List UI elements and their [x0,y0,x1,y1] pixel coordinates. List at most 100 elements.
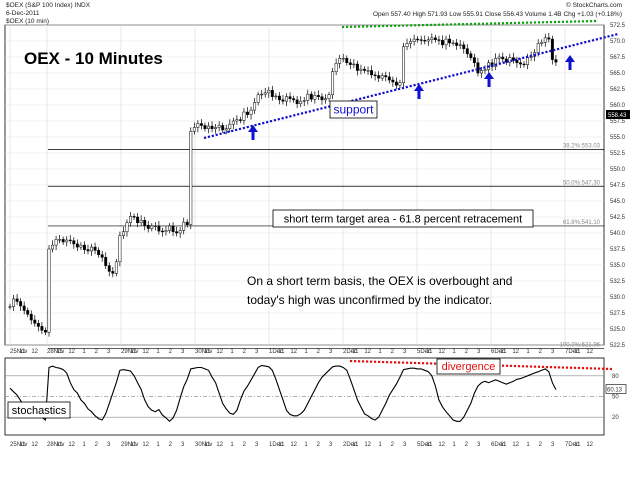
candle [345,55,349,66]
x-tick-label: 1Dec [269,349,283,355]
support-line [203,32,619,140]
x-tick-label: 1 [82,442,86,448]
candle [352,59,356,69]
candle [168,223,171,234]
candle [256,91,260,106]
x-tick-label: 2 [317,349,321,355]
candle [281,94,285,105]
candle [469,50,473,61]
stochastics-axis: 80 50 20 60.13 [605,374,627,421]
x-tick-label: 1 [378,349,382,355]
candle [402,42,405,88]
x-tick-label: 12 [586,349,593,355]
price-tick-label: 560.0 [610,103,626,109]
candle [355,60,359,76]
resistance-line [341,19,599,29]
candle [192,122,196,135]
x-tick-label: 1 [452,349,456,355]
candle [370,65,374,79]
candle [58,234,62,244]
candle [86,244,90,255]
candle [455,39,459,50]
candle [8,303,12,310]
x-tick-label: 1 [156,442,160,448]
candle [462,41,466,54]
x-tick-label: 3 [329,349,333,355]
candle [465,44,469,58]
x-tick-label: 12 [31,349,38,355]
candle [210,121,214,133]
x-tick-label: 12 [438,349,445,355]
x-tick-label: 2Dec [343,349,357,355]
x-tick-label: 12 [290,349,297,355]
date-label: 6-Dec-2011 [6,10,40,17]
candle [224,124,228,135]
candle [288,92,292,103]
candle [543,33,547,47]
comment-line-2: today's high was unconfirmed by the indi… [247,293,492,307]
x-tick-label: 1 [82,349,86,355]
price-tick-label: 557.5 [610,119,626,125]
candle [348,58,352,70]
candle [331,67,335,100]
x-tick-label: 30Nov [195,349,212,355]
price-tick-label: 532.5 [610,279,626,285]
x-tick-label: 29Nov [121,349,138,355]
candle [373,71,377,81]
target-label: short term target area - 61.8 percent re… [284,214,522,226]
candle [384,71,388,82]
candle [299,96,303,108]
candle [416,36,420,43]
candle [476,57,480,77]
candle [15,293,19,305]
price-tick-label: 550.0 [610,167,626,173]
x-tick-label: 12 [290,442,297,448]
price-axis: 572.5 570.0 567.5 565.0 562.5 560.0 557.5 555.0… [606,23,630,349]
x-tick-label: 11 [130,349,137,355]
candle [100,250,104,262]
x-tick-label: 5Dec [417,442,431,448]
last-price-tag: 558.43 [608,113,627,119]
price-tick-label: 572.5 [610,23,626,29]
candle [19,298,23,311]
candle [387,71,391,84]
x-tick-label: 11 [56,349,63,355]
x-tick-label: 11 [278,349,285,355]
x-tick-label: 11 [352,349,359,355]
candle [199,119,203,130]
price-tick-label: 562.5 [610,87,626,93]
x-tick-label: 2 [317,442,321,448]
candle [33,315,37,327]
x-tick-label: 29Nov [121,442,138,448]
candle [359,64,363,75]
candle [238,116,242,124]
x-tick-label: 2Dec [343,442,357,448]
price-tick-label: 565.0 [610,71,626,77]
x-tick-label: 1 [526,442,530,448]
x-tick-label: 2 [95,442,99,448]
candle [263,87,267,98]
candle [139,215,143,227]
candle [451,40,455,46]
series-label: $OEX (10 min) [6,18,49,25]
candle [121,226,125,239]
x-tick-label: 2 [95,349,99,355]
candle [125,219,129,237]
x-tick-label: 2 [243,442,247,448]
stochastics-label: stochastics [12,405,67,417]
stoch-last-tag-box [605,384,627,394]
candle [423,35,427,45]
stochastics-label-box [7,401,71,419]
candle [182,217,186,235]
x-tick-label: 12 [68,349,75,355]
candle [132,213,136,220]
x-tick-label: 12 [142,442,149,448]
candle [334,58,338,76]
price-tick-label: 547.5 [610,183,626,189]
candle [171,222,175,237]
x-tick-label: 25Nov [10,349,27,355]
x-tick-label: 12 [512,349,519,355]
candle [153,222,157,231]
candle [285,93,288,107]
